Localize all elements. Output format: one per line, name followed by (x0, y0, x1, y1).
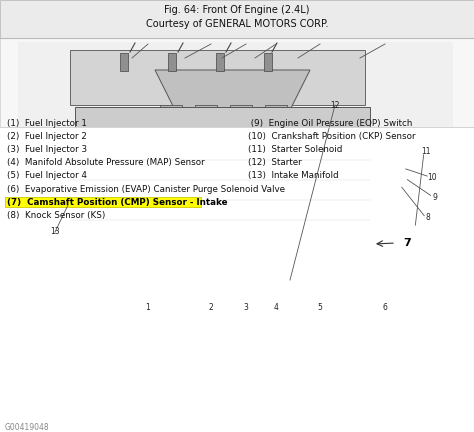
Text: 7: 7 (403, 238, 411, 248)
FancyBboxPatch shape (394, 234, 419, 252)
Text: (2)  Fuel Injector 2: (2) Fuel Injector 2 (7, 132, 87, 141)
Text: 4: 4 (273, 302, 278, 311)
Text: 1: 1 (146, 302, 150, 311)
Text: (7)  Camshaft Position (CMP) Sensor - Intake: (7) Camshaft Position (CMP) Sensor - Int… (7, 198, 228, 206)
Bar (120, 53, 128, 71)
Polygon shape (155, 70, 310, 110)
Bar (380, 188, 435, 230)
Text: (1)  Fuel Injector 1: (1) Fuel Injector 1 (7, 118, 87, 127)
Bar (0, 127, 474, 432)
Text: Fig. 64: Front Of Engine (2.4L): Fig. 64: Front Of Engine (2.4L) (164, 5, 310, 15)
Bar (355, 237, 373, 251)
Text: (13)  Intake Manifold: (13) Intake Manifold (248, 172, 338, 180)
Bar (160, 105, 182, 143)
Bar (264, 53, 272, 71)
Text: 6: 6 (383, 302, 387, 311)
Text: (5)  Fuel Injector 4: (5) Fuel Injector 4 (7, 172, 87, 180)
Text: Courtesy of GENERAL MOTORS CORP.: Courtesy of GENERAL MOTORS CORP. (146, 19, 328, 29)
Bar (216, 53, 224, 71)
Bar (195, 105, 217, 143)
Text: (9)  Engine Oil Pressure (EOP) Switch: (9) Engine Oil Pressure (EOP) Switch (248, 118, 412, 127)
Text: 11: 11 (421, 147, 431, 156)
Bar (0, 0, 474, 38)
Ellipse shape (27, 180, 57, 210)
Text: 5: 5 (318, 302, 322, 311)
Text: 13: 13 (50, 228, 60, 236)
Text: (4)  Manifold Absolute Pressure (MAP) Sensor: (4) Manifold Absolute Pressure (MAP) Sen… (7, 158, 205, 167)
Bar (265, 105, 287, 143)
Text: (10)  Crankshaft Position (CKP) Sensor: (10) Crankshaft Position (CKP) Sensor (248, 132, 416, 141)
Text: (3)  Fuel Injector 3: (3) Fuel Injector 3 (7, 145, 87, 154)
Bar (70, 50, 365, 105)
Bar (5, 197, 201, 207)
Text: 3: 3 (244, 302, 248, 311)
Polygon shape (8, 208, 28, 228)
Bar (65, 135, 375, 250)
Bar (375, 135, 460, 283)
Bar (18, 42, 453, 317)
Bar (230, 105, 252, 143)
Text: G00419048: G00419048 (5, 423, 50, 432)
Text: (12)  Starter: (12) Starter (248, 158, 302, 167)
Text: 10: 10 (427, 172, 437, 181)
Text: (6)  Evaporative Emission (EVAP) Canister Purge Solenoid Valve: (6) Evaporative Emission (EVAP) Canister… (7, 184, 285, 194)
Text: (11)  Starter Solenoid: (11) Starter Solenoid (248, 145, 342, 154)
Bar (18, 160, 66, 225)
Text: 12: 12 (330, 101, 340, 109)
Text: (8)  Knock Sensor (KS): (8) Knock Sensor (KS) (7, 211, 105, 220)
Text: 2: 2 (209, 302, 213, 311)
Text: 8: 8 (426, 213, 430, 222)
Bar (0, 38, 474, 127)
Text: 9: 9 (433, 193, 438, 201)
Bar (80, 248, 350, 283)
Bar (168, 53, 176, 71)
Bar (75, 107, 370, 137)
